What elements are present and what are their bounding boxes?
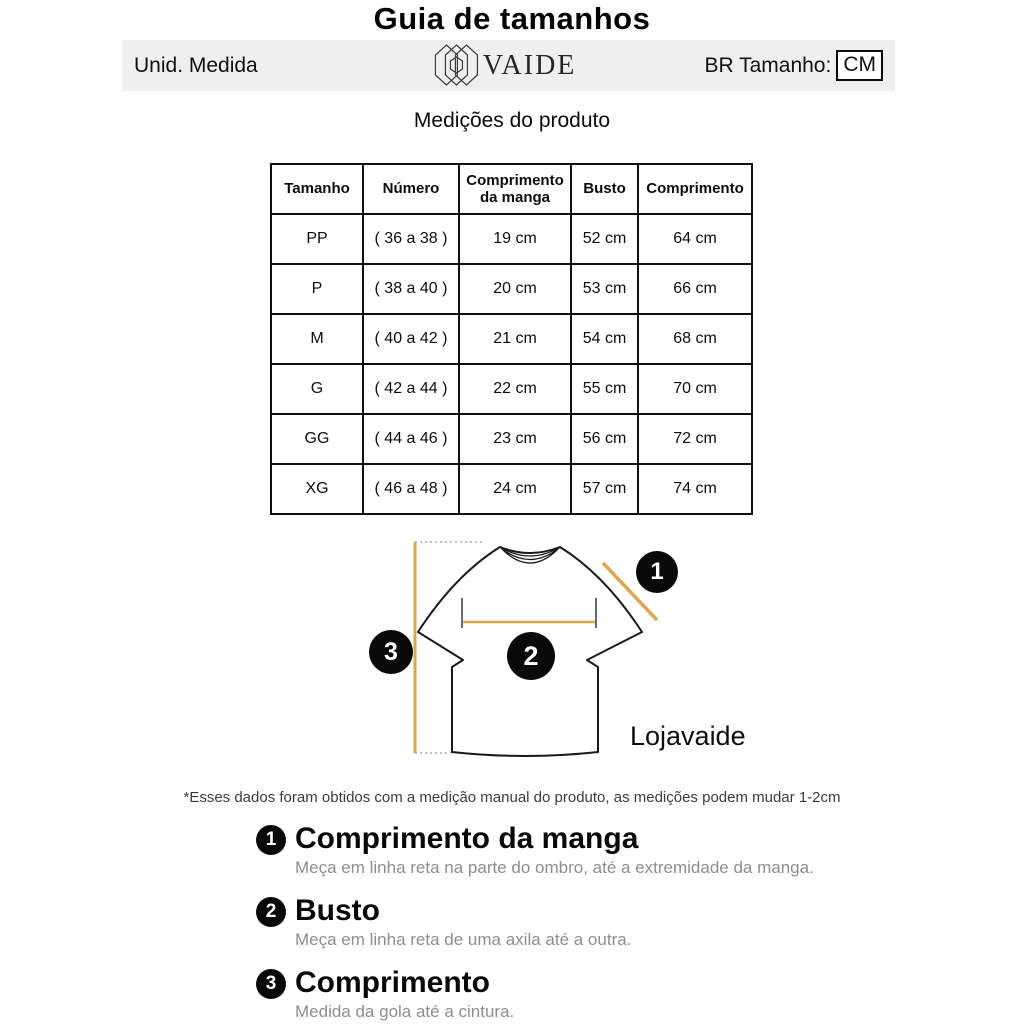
legend-number-badge: 1 [256,825,286,855]
table-cell: ( 36 a 38 ) [362,213,460,265]
table-row: P ( 38 a 40 ) 20 cm 53 cm 66 cm [270,263,753,315]
legend-number-badge: 2 [256,897,286,927]
table-cell: 54 cm [570,313,639,365]
table-row: GG ( 44 a 46 ) 23 cm 56 cm 72 cm [270,413,753,465]
table-cell: 19 cm [458,213,572,265]
legend-item-description: Meça em linha reta de uma axila até a ou… [295,930,632,949]
table-cell: 57 cm [570,463,639,515]
table-cell: ( 38 a 40 ) [362,263,460,315]
hexagons-logo-icon [434,44,478,86]
table-cell: 56 cm [570,413,639,465]
marker-bust-2: 2 [507,632,555,680]
legend: 1 Comprimento da manga Meça em linha ret… [256,823,816,1024]
size-standard-label: BR Tamanho: [704,53,832,77]
brand-logo: VAIDE [432,40,576,91]
table-cell: ( 44 a 46 ) [362,413,460,465]
table-cell: ( 42 a 44 ) [362,363,460,415]
table-cell: XG [270,463,364,515]
legend-item-title: Comprimento [295,966,490,999]
table-header-cell: Comprimento da manga [458,163,572,215]
unit-measure-label: Unid. Medida [134,53,258,77]
table-cell: 66 cm [637,263,753,315]
table-cell: 22 cm [458,363,572,415]
legend-item-sleeve: 1 Comprimento da manga Meça em linha ret… [256,823,816,878]
table-row: PP ( 36 a 38 ) 19 cm 52 cm 64 cm [270,213,753,265]
tshirt-measure-diagram: 1 2 3 Lojavaide [360,525,790,787]
measurements-table: Tamanho Número Comprimento da manga Bust… [270,163,753,515]
legend-number-badge: 3 [256,969,286,999]
table-row: XG ( 46 a 48 ) 24 cm 57 cm 74 cm [270,463,753,515]
table-cell: 52 cm [570,213,639,265]
measurement-disclaimer: *Esses dados foram obtidos com a medição… [183,789,841,806]
table-header-cell: Tamanho [270,163,364,215]
table-cell: 64 cm [637,213,753,265]
table-cell: 72 cm [637,413,753,465]
table-cell: 53 cm [570,263,639,315]
header-bar: Unid. Medida VAIDE BR Tamanho: CM [122,40,895,91]
table-row: G ( 42 a 44 ) 22 cm 55 cm 70 cm [270,363,753,415]
table-cell: 20 cm [458,263,572,315]
table-cell: ( 40 a 42 ) [362,313,460,365]
table-cell: 21 cm [458,313,572,365]
table-cell: P [270,263,364,315]
table-cell: PP [270,213,364,265]
table-cell: ( 46 a 48 ) [362,463,460,515]
table-header-cell: Busto [570,163,639,215]
table-cell: 24 cm [458,463,572,515]
table-cell: 23 cm [458,413,572,465]
legend-item-description: Medida da gola até a cintura. [295,1002,515,1021]
table-title: Medições do produto [413,109,611,132]
table-cell: GG [270,413,364,465]
size-unit-group: BR Tamanho: CM [704,40,883,91]
table-cell: 74 cm [637,463,753,515]
page-title: Guia de tamanhos [373,1,651,36]
store-name: Lojavaide [630,721,746,751]
legend-item-length: 3 Comprimento Medida da gola até a cintu… [256,967,816,1022]
legend-item-bust: 2 Busto Meça em linha reta de uma axila … [256,895,816,950]
table-cell: 70 cm [637,363,753,415]
legend-item-title: Comprimento da manga [295,822,639,855]
table-cell: 68 cm [637,313,753,365]
table-cell: 55 cm [570,363,639,415]
table-header-cell: Número [362,163,460,215]
unit-value-box: CM [836,50,883,81]
brand-name: VAIDE [482,49,577,81]
legend-item-title: Busto [295,894,380,927]
table-header-row: Tamanho Número Comprimento da manga Bust… [270,163,753,215]
marker-sleeve-1: 1 [636,551,678,593]
legend-item-description: Meça em linha reta na parte do ombro, at… [295,858,814,877]
table-header-cell: Comprimento [637,163,753,215]
table-cell: M [270,313,364,365]
marker-length-3: 3 [369,630,413,674]
table-row: M ( 40 a 42 ) 21 cm 54 cm 68 cm [270,313,753,365]
table-cell: G [270,363,364,415]
